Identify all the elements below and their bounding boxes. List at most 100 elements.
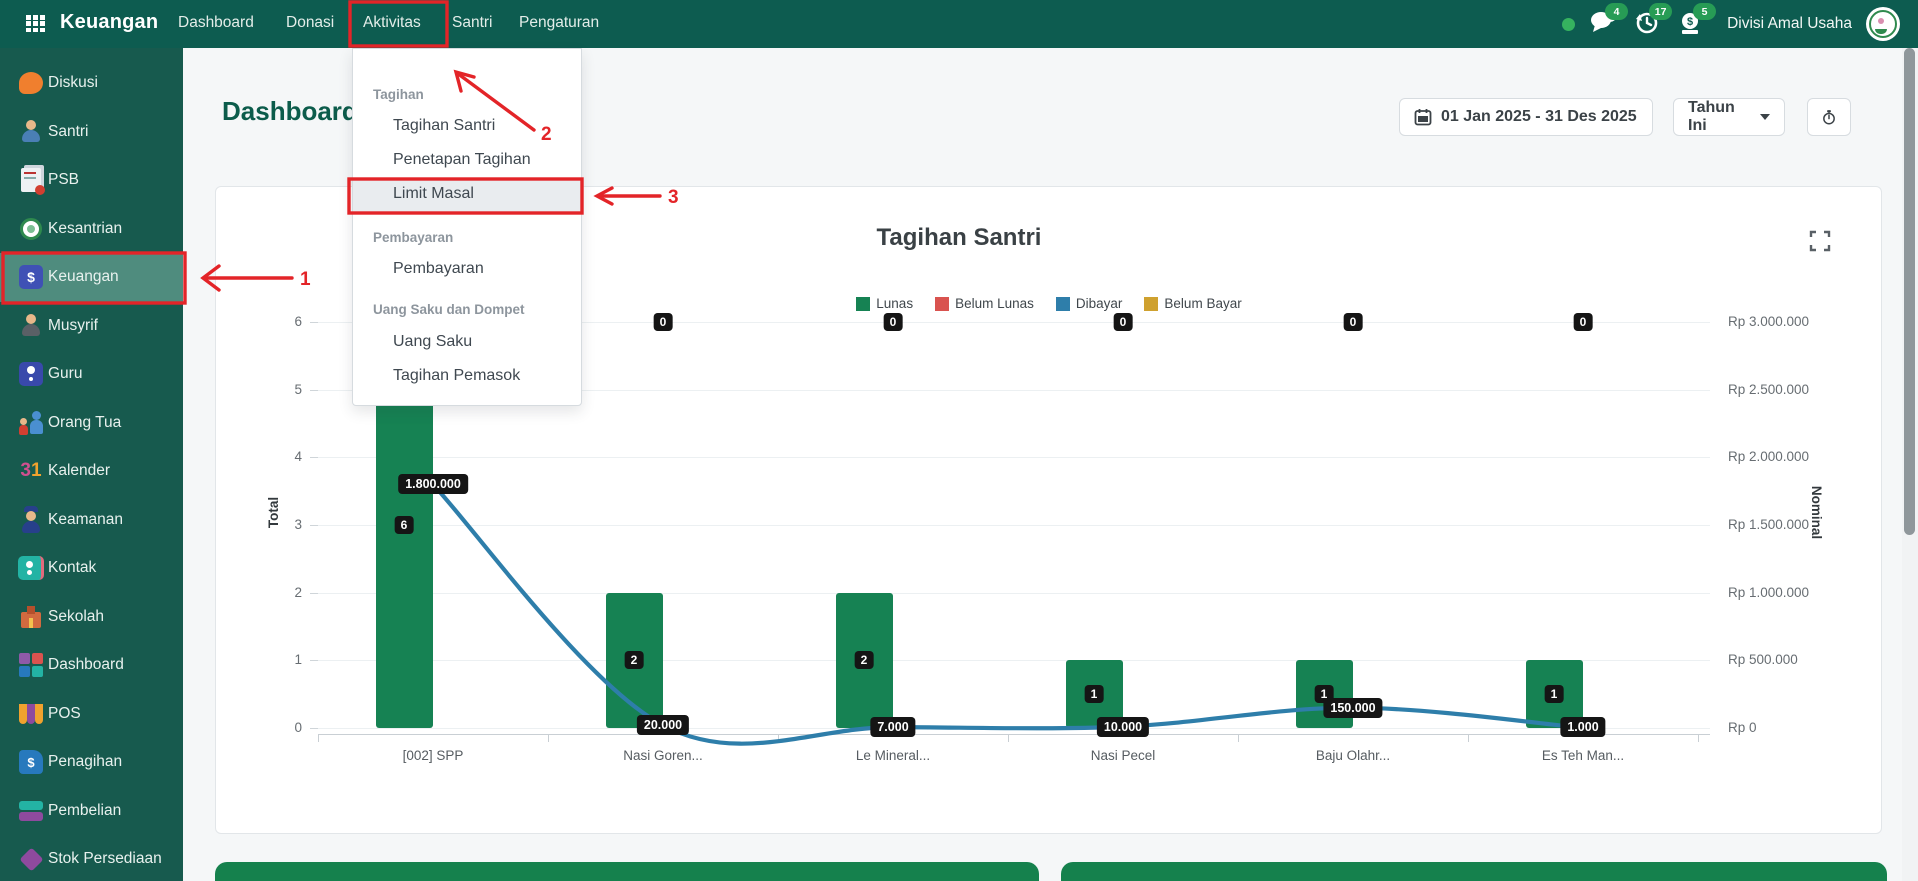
zero-count-badge-3: 0: [1113, 313, 1133, 331]
sidebar-item-stok-persediaan[interactable]: Stok Persediaan: [0, 835, 183, 881]
x-axis-tick: [1008, 735, 1009, 742]
pos-awning-icon: [18, 701, 44, 727]
teacher-icon: [18, 361, 44, 387]
documents-icon: [18, 167, 45, 196]
school-icon: [18, 604, 44, 630]
menu-item-pembayaran[interactable]: Pembayaran: [393, 260, 484, 277]
menu-section-header: Uang Saku dan Dompet: [373, 302, 525, 317]
messages-count-badge: 4: [1605, 3, 1629, 20]
menu-section-header: Tagihan: [373, 87, 424, 102]
sidebar-item-sekolah[interactable]: Sekolah: [0, 593, 183, 642]
nominal-value-badge-3: 10.000: [1096, 716, 1150, 737]
nominal-value-badge-4: 150.000: [1323, 697, 1383, 718]
sidebar-item-santri[interactable]: Santri: [0, 108, 183, 157]
gridline: [318, 660, 1710, 662]
sidebar-item-penagihan[interactable]: $ Penagihan: [0, 738, 183, 787]
left-axis-tick-label: 6: [294, 314, 302, 329]
left-axis-tick: [310, 525, 318, 526]
sidebar-item-kesantrian[interactable]: Kesantrian: [0, 205, 183, 254]
app-brand[interactable]: Keuangan: [60, 11, 159, 33]
history-count-badge: 17: [1649, 3, 1673, 20]
messages-button[interactable]: 4: [1589, 3, 1629, 39]
sidebar-item-label: Pembelian: [48, 801, 122, 819]
history-clock-icon: [1636, 12, 1658, 34]
bar-count-badge-0: 6: [394, 516, 414, 534]
cash-count-badge: 5: [1693, 3, 1717, 20]
avatar[interactable]: [1866, 7, 1900, 41]
menu-item-tagihan-pemasok[interactable]: Tagihan Pemasok: [393, 367, 521, 384]
sidebar-item-orang-tua[interactable]: Orang Tua: [0, 399, 183, 448]
timer-button[interactable]: [1807, 98, 1851, 136]
calendar-icon: [1414, 109, 1432, 126]
legend-label: Dibayar: [1075, 296, 1123, 311]
legend-item-belum-bayar[interactable]: Belum Bayar: [1144, 296, 1242, 311]
parents-icon: [18, 410, 44, 436]
nav-item-santri[interactable]: Santri: [452, 14, 493, 31]
legend-item-dibayar[interactable]: Dibayar: [1055, 296, 1123, 311]
menu-item-limit-masal[interactable]: Limit Masal: [393, 185, 474, 202]
sidebar-item-psb[interactable]: PSB: [0, 156, 183, 205]
menu-item-penetapan-tagihan[interactable]: Penetapan Tagihan: [393, 151, 531, 168]
finance-icon: $: [18, 264, 44, 290]
left-axis-tick-label: 1: [294, 652, 302, 668]
nav-item-pengaturan[interactable]: Pengaturan: [519, 14, 600, 31]
apps-grid-icon[interactable]: [26, 15, 46, 33]
left-axis-tick: [310, 660, 318, 662]
legend-item-belum-lunas[interactable]: Belum Lunas: [935, 296, 1034, 311]
calendar-31-icon: 31: [20, 460, 42, 482]
bar-count-badge-1: 2: [624, 651, 644, 670]
legend-swatch: [1055, 296, 1070, 311]
sidebar-item-kontak[interactable]: Kontak: [0, 544, 183, 593]
legend-item-lunas[interactable]: Lunas: [856, 296, 913, 311]
sidebar-item-pos[interactable]: POS: [0, 690, 183, 739]
category-label-0: [002] SPP: [402, 748, 464, 763]
sidebar-item-keamanan[interactable]: Keamanan: [0, 496, 183, 545]
sidebar-item-label: Sekolah: [48, 607, 105, 625]
sidebar-item-diskusi[interactable]: Diskusi: [0, 59, 183, 108]
category-label-2: Le Mineral...: [855, 748, 931, 763]
nominal-value-badge-0: 1.800.000: [398, 474, 468, 495]
zero-count-badge-5: 0: [1573, 313, 1593, 331]
sidebar-item-label: Penagihan: [48, 753, 123, 771]
sidebar-item-label: Guru: [48, 365, 83, 383]
chart-legend: Lunas Belum Lunas Dibayar Belum Bayar: [218, 296, 1880, 311]
sidebar-item-label: Kalender: [48, 462, 111, 480]
cash-button[interactable]: $ 5: [1677, 3, 1717, 39]
right-axis-tick-label: Rp 2.500.000: [1728, 381, 1810, 397]
sidebar-item-label: Diskusi: [48, 74, 98, 92]
bar-count-badge-2: 2: [854, 651, 874, 670]
activity-dropdown-menu: Tagihan Tagihan Santri Penetapan Tagihan Li…: [352, 48, 582, 406]
legend-swatch: [1144, 296, 1159, 311]
fullscreen-expand-icon[interactable]: [1809, 230, 1831, 252]
sidebar-item-keuangan[interactable]: $ Keuangan: [0, 253, 183, 302]
sidebar-item-dashboard[interactable]: Dashboard: [0, 641, 183, 690]
left-axis-tick: [310, 457, 318, 459]
right-axis-tick-label: Rp 1.000.000: [1728, 584, 1810, 600]
menu-item-uang-saku[interactable]: Uang Saku: [393, 333, 473, 350]
top-navbar: Keuangan Dashboard Donasi Aktivitas Santri P…: [0, 0, 1918, 48]
scrollbar-thumb[interactable]: [1904, 48, 1915, 535]
organization-logo-icon: [1869, 10, 1897, 38]
gridline: [318, 389, 1710, 391]
online-status-dot: [1562, 17, 1576, 31]
student-icon: [18, 119, 44, 145]
sidebar-item-label: PSB: [48, 171, 80, 189]
scrollbar-track[interactable]: [1902, 48, 1918, 881]
nav-item-donasi[interactable]: Donasi: [286, 14, 335, 31]
sidebar-item-label: Kesantrian: [48, 219, 123, 237]
x-axis-tick: [1238, 735, 1239, 742]
sidebar-item-kalender[interactable]: 31 Kalender: [0, 447, 183, 496]
nav-item-aktivitas[interactable]: Aktivitas: [363, 14, 421, 31]
sidebar-item-musyrif[interactable]: Musyrif: [0, 302, 183, 351]
period-select[interactable]: Tahun Ini: [1673, 98, 1785, 136]
date-range-button[interactable]: 01 Jan 2025 - 31 Des 2025: [1399, 98, 1653, 136]
sidebar-item-label: Stok Persediaan: [48, 850, 162, 868]
right-axis-tick-label: Rp 1.500.000: [1728, 517, 1810, 532]
nav-item-dashboard[interactable]: Dashboard: [178, 14, 254, 31]
history-button[interactable]: 17: [1633, 3, 1673, 39]
menu-item-tagihan-santri[interactable]: Tagihan Santri: [393, 117, 496, 134]
sidebar-item-label: POS: [48, 704, 81, 722]
sidebar-item-guru[interactable]: Guru: [0, 350, 183, 399]
sidebar-item-pembelian[interactable]: Pembelian: [0, 787, 183, 836]
period-label: Tahun Ini: [1688, 99, 1735, 134]
